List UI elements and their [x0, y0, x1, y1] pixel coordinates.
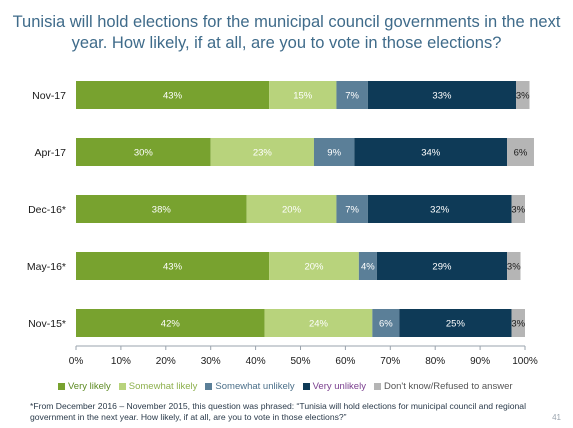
bar-segment: [511, 309, 525, 337]
data-label: 38%: [152, 205, 172, 216]
bar-segment: [372, 309, 400, 337]
bar-segment: [76, 138, 211, 166]
x-tick-label: 40%: [246, 356, 266, 367]
bar-segment: [354, 138, 508, 166]
bar-segment: [399, 309, 512, 337]
x-tick-label: 10%: [111, 356, 131, 367]
x-tick-label: 60%: [335, 356, 355, 367]
x-tick-label: 0%: [69, 356, 84, 367]
data-label: 6%: [379, 319, 393, 330]
x-tick-label: 20%: [156, 356, 176, 367]
x-tick-label: 90%: [470, 356, 490, 367]
data-label: 7%: [345, 91, 359, 102]
data-label: 24%: [309, 319, 329, 330]
data-label: 25%: [446, 319, 466, 330]
bar-segment: [76, 195, 247, 223]
bar-segment: [358, 252, 377, 280]
legend-swatch: [373, 383, 381, 390]
legend-item: Somewhat likely: [118, 381, 198, 392]
data-label: 30%: [134, 148, 154, 159]
legend-label: Somewhat likely: [128, 381, 198, 392]
data-label: 29%: [432, 262, 452, 273]
bar-segment: [376, 252, 508, 280]
x-tick-label: 100%: [512, 356, 538, 367]
bar-segment: [507, 252, 521, 280]
bar-segment: [269, 81, 337, 109]
category-label: May-16*: [27, 261, 66, 273]
bar-segment: [516, 81, 530, 109]
bar-segment: [336, 81, 368, 109]
legend-label: Somewhat unlikely: [215, 381, 295, 392]
x-tick-label: 70%: [380, 356, 400, 367]
data-label: 23%: [253, 148, 273, 159]
bar-segment: [269, 252, 359, 280]
legend-label: Very unlikely: [312, 381, 366, 392]
bar-segment: [76, 309, 265, 337]
bar-segment: [76, 81, 270, 109]
data-label: 43%: [163, 262, 183, 273]
legend: Very likely Somewhat likely Somewhat unlik…: [58, 381, 558, 392]
data-label: 20%: [282, 205, 302, 216]
bar-segment: [246, 195, 337, 223]
data-label: 3%: [516, 91, 530, 102]
data-label: 3%: [507, 262, 521, 273]
data-label: 3%: [511, 319, 525, 330]
legend-item: Very unlikely: [302, 381, 366, 392]
footnote: *From December 2016 – November 2015, thi…: [30, 401, 526, 422]
legend-swatch: [205, 383, 213, 390]
legend-item: Somewhat unlikely: [205, 381, 295, 392]
data-label: 34%: [421, 148, 441, 159]
data-label: 32%: [430, 205, 450, 216]
x-tick-label: 80%: [425, 356, 445, 367]
legend-item: Very likely: [58, 381, 111, 392]
category-label: Nov-17: [32, 90, 66, 102]
legend-swatch: [302, 383, 310, 390]
data-label: 7%: [345, 205, 359, 216]
data-label: 20%: [304, 262, 324, 273]
page-number: 41: [552, 413, 561, 422]
data-label: 6%: [514, 148, 528, 159]
bar-segment: [210, 138, 314, 166]
data-label: 43%: [163, 91, 183, 102]
legend-swatch: [58, 383, 65, 390]
stacked-bar-chart: Nov-17 43% 15% 7% 33% 3% Apr-17 30% 23% 9% 34% 6% De…: [27, 81, 538, 367]
bar-segment: [336, 195, 368, 223]
category-label: Nov-15*: [28, 318, 66, 330]
bar-segment: [264, 309, 373, 337]
bar-segment: [76, 252, 270, 280]
bar-segment: [507, 138, 534, 166]
bar-segment: [511, 195, 525, 223]
data-label: 42%: [161, 319, 181, 330]
category-label: Apr-17: [34, 147, 66, 159]
data-label: 3%: [511, 205, 525, 216]
data-label: 33%: [432, 91, 452, 102]
data-label: 4%: [361, 262, 375, 273]
x-tick-label: 50%: [290, 356, 310, 367]
legend-label: Don't know/Refused to answer: [383, 381, 513, 392]
legend-swatch: [118, 383, 126, 390]
data-label: 15%: [293, 91, 313, 102]
data-label: 9%: [327, 148, 341, 159]
bar-segment: [367, 81, 517, 109]
legend-item: Don't know/Refused to answer: [373, 381, 513, 392]
chart-title: Tunisia will hold elections for the muni…: [12, 13, 561, 52]
bar-segment: [367, 195, 512, 223]
x-tick-label: 30%: [201, 356, 221, 367]
legend-label: Very likely: [68, 381, 111, 392]
bar-segment: [313, 138, 355, 166]
category-label: Dec-16*: [28, 204, 66, 216]
